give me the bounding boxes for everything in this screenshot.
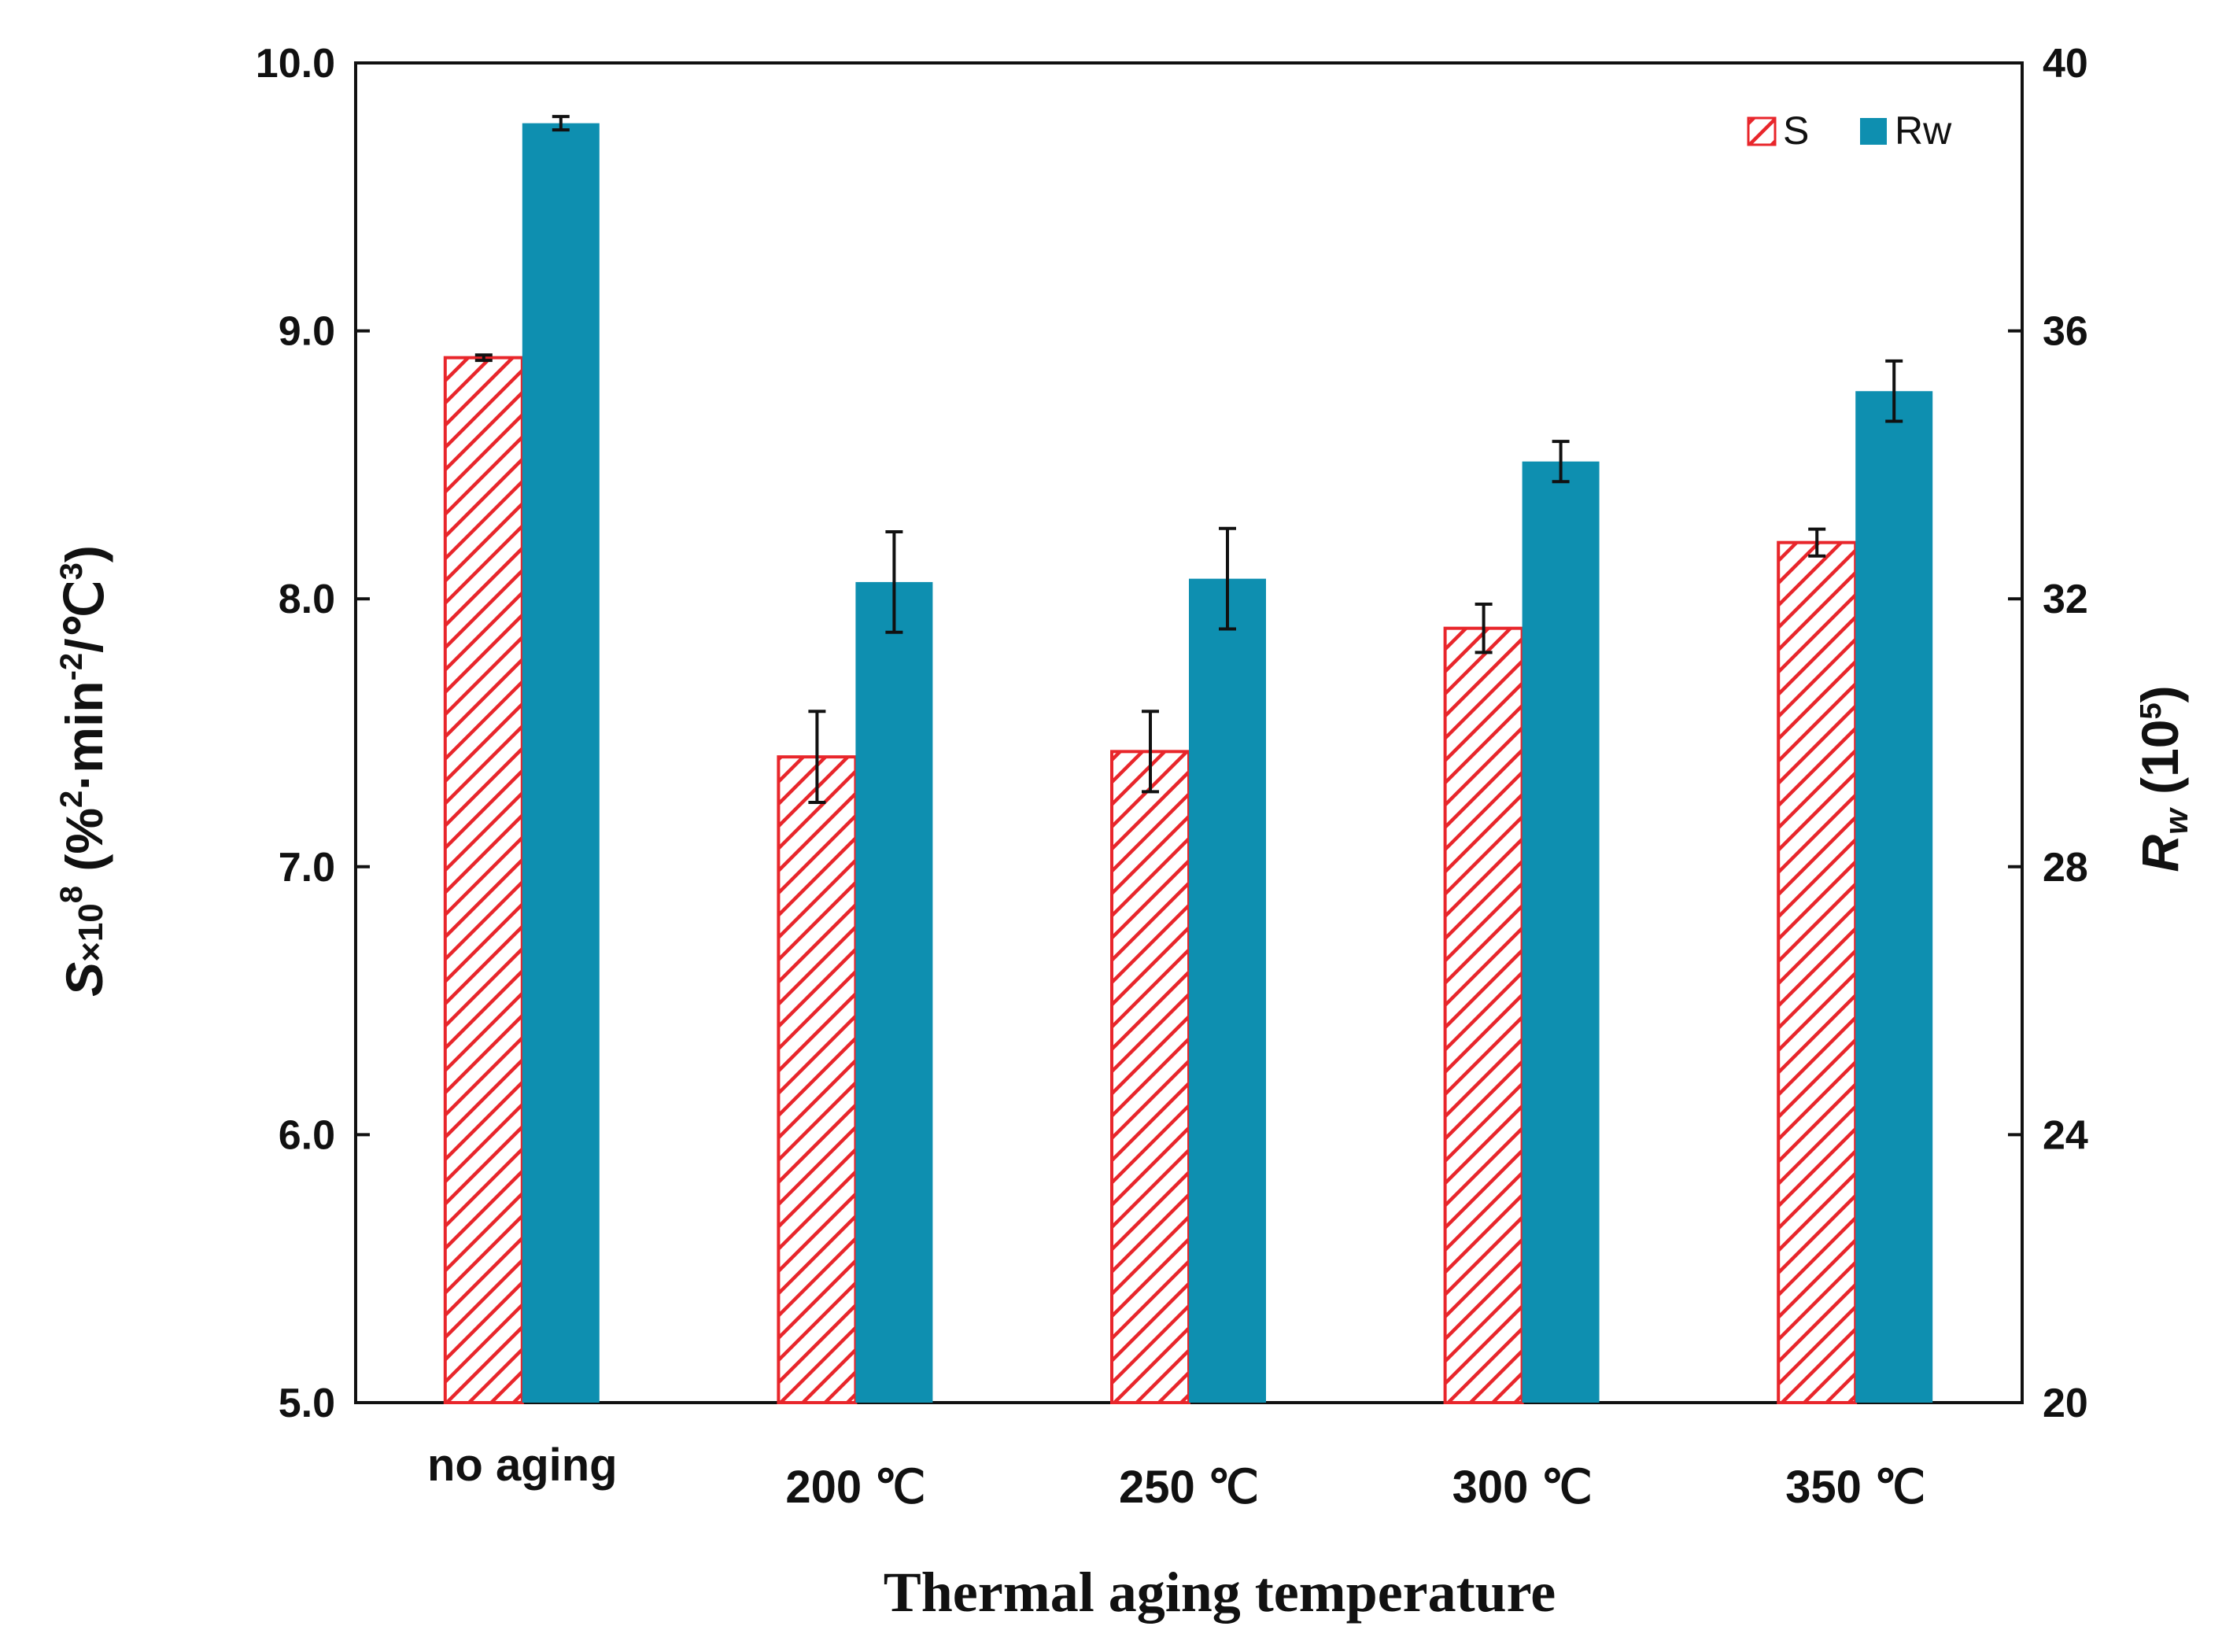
x-category-label: 350 ℃ bbox=[1785, 1462, 1925, 1513]
y-right-tick-label: 32 bbox=[2043, 577, 2088, 622]
y-right-tick-label: 36 bbox=[2043, 309, 2088, 355]
y-left-tick-label: 6.0 bbox=[279, 1112, 335, 1158]
bar-s bbox=[1110, 750, 1190, 1404]
y-left-tick-label: 7.0 bbox=[279, 845, 335, 891]
y-right-tick-label: 20 bbox=[2043, 1381, 2088, 1426]
legend-label-rw: Rw bbox=[1895, 109, 1952, 153]
y-left-tick-label: 9.0 bbox=[279, 309, 335, 355]
y-right-tick-label: 40 bbox=[2043, 41, 2088, 87]
bar-rw bbox=[1522, 461, 1600, 1403]
y-left-tick-label: 10.0 bbox=[256, 41, 335, 87]
bar-rw bbox=[1855, 391, 1933, 1403]
y-right-tick-label: 24 bbox=[2043, 1112, 2088, 1158]
y-axis-title-right: Rw (105) bbox=[2131, 685, 2194, 872]
bar-s bbox=[443, 356, 524, 1404]
plot-area: 5.0 6.0 7.0 8.0 9.0 10.0 20 24 28 32 36 40 no aging 2… bbox=[256, 41, 2088, 1513]
y-axis-title-left: S×108 (%2·min-2/℃3) bbox=[54, 545, 113, 997]
y-left-tick-label: 5.0 bbox=[279, 1381, 335, 1426]
bar-s bbox=[1777, 540, 1858, 1405]
labels-layer: Thermal aging temperature S×108 (%2·min-… bbox=[54, 545, 2194, 1624]
bar-rw bbox=[855, 581, 933, 1403]
bar-rw bbox=[522, 123, 600, 1403]
x-category-label: 200 ℃ bbox=[785, 1462, 925, 1513]
bar-s bbox=[1443, 626, 1524, 1404]
legend-swatch-rw bbox=[1860, 118, 1887, 145]
legend-label-s: S bbox=[1783, 109, 1809, 153]
x-axis-title: Thermal aging temperature bbox=[884, 1561, 1556, 1624]
x-category-label: 250 ℃ bbox=[1119, 1462, 1259, 1513]
y-left-tick-label: 8.0 bbox=[279, 577, 335, 622]
bar-s bbox=[777, 755, 858, 1404]
x-category-label: no aging bbox=[427, 1440, 618, 1491]
y-right-tick-label: 28 bbox=[2043, 845, 2088, 891]
legend-swatch-s bbox=[1747, 116, 1777, 146]
bar-rw bbox=[1189, 578, 1266, 1403]
x-category-label: 300 ℃ bbox=[1452, 1462, 1593, 1513]
